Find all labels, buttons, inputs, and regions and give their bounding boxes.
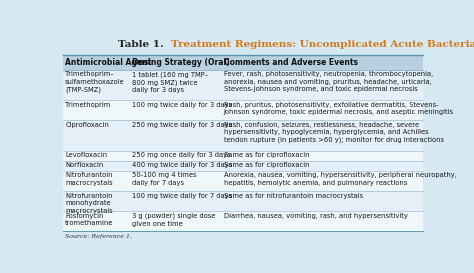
- Text: Trimethoprim: Trimethoprim: [65, 102, 110, 108]
- Text: Levofloxacin: Levofloxacin: [65, 152, 107, 158]
- Text: Nitrofurantoin
monohydrate
macrocrystals: Nitrofurantoin monohydrate macrocrystals: [65, 192, 113, 213]
- Text: Fosfomycin
tromethamine: Fosfomycin tromethamine: [65, 213, 113, 226]
- Bar: [63, 70, 423, 100]
- Text: 100 mg twice daily for 7 days: 100 mg twice daily for 7 days: [132, 192, 232, 198]
- Text: Diarrhea, nausea, vomiting, rash, and hypersensitivity: Diarrhea, nausea, vomiting, rash, and hy…: [224, 213, 408, 219]
- Text: 400 mg twice daily for 3 days: 400 mg twice daily for 3 days: [132, 162, 232, 168]
- Text: Rash, confusion, seizures, restlessness, headache, severe
hypersensitivity, hypo: Rash, confusion, seizures, restlessness,…: [224, 122, 444, 143]
- Text: 250 mg twice daily for 3 days: 250 mg twice daily for 3 days: [132, 122, 232, 128]
- Text: Rash, pruritus, photosensitivity, exfoliative dermatitis, Stevens-
Johnson syndr: Rash, pruritus, photosensitivity, exfoli…: [224, 102, 454, 115]
- Bar: [63, 151, 423, 161]
- Text: Table 1.: Table 1.: [118, 40, 167, 49]
- Text: Norfloxacin: Norfloxacin: [65, 162, 103, 168]
- Text: Antimicrobial Agent: Antimicrobial Agent: [65, 58, 151, 67]
- Text: Treatment Regimens: Uncomplicated Acute Bacterial Cystitis: Treatment Regimens: Uncomplicated Acute …: [171, 40, 474, 49]
- Bar: [63, 100, 423, 120]
- Text: 250 mg once daily for 3 days: 250 mg once daily for 3 days: [132, 152, 230, 158]
- Text: 50-100 mg 4 times
daily for 7 days: 50-100 mg 4 times daily for 7 days: [132, 172, 196, 186]
- Text: Trimethoprim–
sulfamethoxazole
(TMP-SMZ): Trimethoprim– sulfamethoxazole (TMP-SMZ): [65, 72, 125, 93]
- Bar: [63, 211, 423, 232]
- Text: Dosing Strategy (Oral): Dosing Strategy (Oral): [132, 58, 229, 67]
- Text: Same as for ciprofloxacin: Same as for ciprofloxacin: [224, 152, 309, 158]
- Text: Fever, rash, photosensitivity, neutropenia, thrombocytopenia,
anorexia, nausea a: Fever, rash, photosensitivity, neutropen…: [224, 72, 433, 93]
- Bar: [63, 55, 423, 70]
- Text: Same as for nitrofurantoin macrocrystals: Same as for nitrofurantoin macrocrystals: [224, 192, 363, 198]
- Text: Same as for ciprofloxacin: Same as for ciprofloxacin: [224, 162, 309, 168]
- Text: Nitrofurantoin
macrocrystals: Nitrofurantoin macrocrystals: [65, 172, 113, 186]
- Bar: [63, 171, 423, 191]
- Text: Source: Reference 1.: Source: Reference 1.: [65, 233, 132, 239]
- Text: 100 mg twice daily for 3 days: 100 mg twice daily for 3 days: [132, 102, 232, 108]
- Bar: [63, 161, 423, 171]
- Text: Ciprofloxacin: Ciprofloxacin: [65, 122, 109, 128]
- Text: Comments and Adverse Events: Comments and Adverse Events: [224, 58, 357, 67]
- Bar: [63, 120, 423, 151]
- Text: 3 g (powder) single dose
given one time: 3 g (powder) single dose given one time: [132, 213, 215, 227]
- Text: 1 tablet (160 mg TMP–
800 mg SMZ) twice
daily for 3 days: 1 tablet (160 mg TMP– 800 mg SMZ) twice …: [132, 72, 208, 93]
- Text: Anorexia, nausea, vomiting, hypersensitivity, peripheral neuropathy,
hepatitis, : Anorexia, nausea, vomiting, hypersensiti…: [224, 172, 456, 186]
- Bar: [63, 191, 423, 211]
